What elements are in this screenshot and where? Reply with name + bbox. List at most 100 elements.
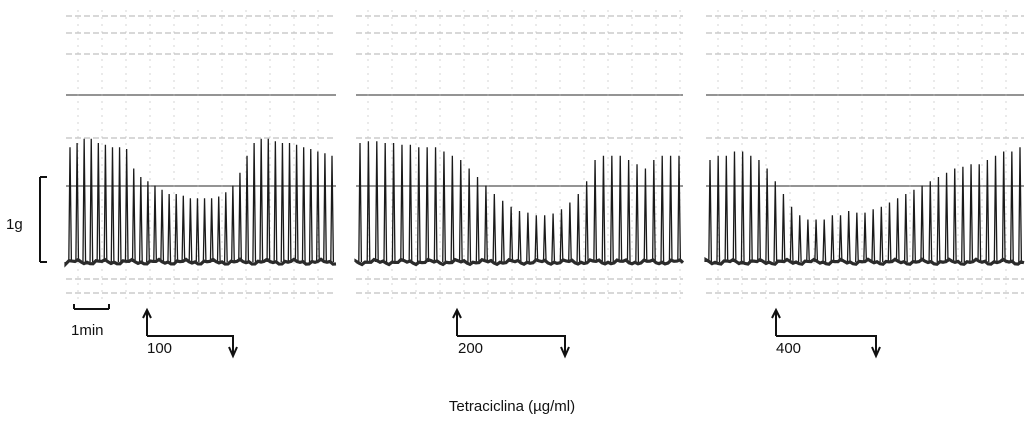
twitch-spike — [635, 164, 640, 263]
twitch-spike — [138, 176, 143, 263]
drug-in-arrowhead — [771, 307, 781, 319]
twitch-spike — [789, 206, 794, 263]
washout-arrowhead — [871, 346, 881, 359]
drug-bracket — [776, 335, 877, 354]
twitch-spike — [323, 153, 327, 263]
twitch-spike — [475, 176, 480, 263]
force-scale-label: 1g — [6, 216, 23, 233]
twitch-spike — [195, 198, 200, 263]
twitch-spike — [952, 168, 957, 263]
twitch-spike — [732, 151, 737, 263]
twitch-spike — [708, 159, 713, 263]
twitch-spike — [103, 144, 108, 263]
twitch-spike — [82, 138, 87, 263]
twitch-spike — [740, 151, 745, 263]
twitch-spike — [110, 147, 115, 263]
washout-arrowhead — [560, 346, 570, 359]
twitch-spike — [146, 181, 150, 263]
twitch-spike — [245, 155, 250, 263]
twitch-spike — [887, 202, 892, 263]
twitch-spike — [416, 147, 421, 263]
twitch-spike — [879, 206, 884, 263]
twitch-spike — [944, 172, 949, 263]
baseline-trace — [64, 257, 337, 268]
twitch-spike — [838, 215, 843, 263]
twitch-spike — [765, 168, 770, 263]
twitch-spike — [484, 185, 488, 263]
twitch-spike — [89, 138, 94, 263]
twitch-spike — [814, 219, 819, 263]
twitch-spike — [266, 138, 271, 263]
drug-marker-400: 400 — [771, 307, 881, 359]
twitch-spike — [985, 159, 990, 263]
dose-label: 400 — [776, 340, 801, 357]
twitch-spike — [576, 193, 581, 263]
twitch-spike — [202, 198, 207, 263]
twitch-spike — [442, 151, 446, 263]
twitch-spike — [400, 144, 405, 263]
drug-marker-200: 200 — [452, 307, 570, 359]
dose-label: 100 — [147, 340, 172, 357]
twitch-spike — [757, 159, 761, 263]
twitch-spike — [936, 176, 941, 263]
twitch-spike — [863, 212, 868, 263]
twitch-spike — [551, 213, 556, 263]
twitch-spike — [458, 159, 463, 263]
baseline-trace — [704, 257, 1025, 266]
twitch-spike — [383, 142, 388, 263]
twitch-spike — [358, 142, 363, 263]
twitch-spike — [408, 144, 413, 263]
twitch-spike — [231, 185, 235, 263]
twitch-spike — [822, 219, 827, 263]
twitch-spike — [643, 168, 648, 263]
twitch-spike — [75, 142, 80, 263]
drug-bracket — [147, 335, 234, 354]
twitch-spike — [209, 198, 214, 263]
twitch-spike — [871, 209, 876, 263]
drug-in-arrowhead — [142, 307, 152, 319]
twitch-spike — [961, 166, 965, 263]
drug-marker-100: 100 — [142, 307, 238, 359]
twitch-spike — [117, 147, 122, 263]
twitch-spike — [450, 155, 455, 263]
drug-markers: 100 200 400 — [142, 307, 881, 359]
twitch-spike — [259, 138, 264, 263]
twitch-spike — [287, 142, 292, 263]
twitch-spike — [716, 155, 721, 263]
dose-label: 200 — [458, 340, 483, 357]
twitch-spike — [160, 189, 165, 263]
twitch-spike — [928, 181, 933, 263]
trace-panel-100 — [64, 10, 337, 300]
twitch-spike — [651, 159, 656, 263]
twitch-spike — [559, 209, 564, 263]
twitch-spike — [912, 189, 916, 263]
twitch-spike — [308, 148, 313, 263]
drug-in-arrowhead — [452, 307, 462, 319]
twitch-spike — [433, 147, 438, 263]
twitch-spike — [601, 155, 606, 263]
twitch-spike — [238, 172, 242, 263]
twitch-spike — [167, 193, 172, 263]
twitch-spike — [216, 196, 221, 263]
twitch-spike — [618, 155, 623, 263]
time-scale-label: 1min — [71, 322, 104, 339]
trace-panel-200 — [354, 10, 685, 300]
twitch-spike — [467, 168, 472, 263]
twitch-spike — [903, 193, 908, 263]
baseline-trace — [354, 257, 685, 267]
twitch-spike — [174, 193, 179, 263]
twitch-spike — [846, 210, 851, 263]
twitch-spike — [492, 193, 497, 263]
twitch-spike — [252, 142, 257, 263]
twitch-spike — [830, 215, 835, 263]
twitch-spike — [993, 155, 998, 263]
twitch-spike — [517, 210, 522, 263]
twitch-spike — [391, 142, 396, 263]
trace-panel-400 — [704, 10, 1025, 300]
twitch-spike — [509, 206, 514, 263]
twitch-spike — [534, 215, 539, 263]
twitch-spike — [626, 159, 631, 263]
twitch-spike — [781, 193, 786, 263]
twitch-spike — [1001, 151, 1006, 263]
twitch-spike — [969, 164, 974, 263]
